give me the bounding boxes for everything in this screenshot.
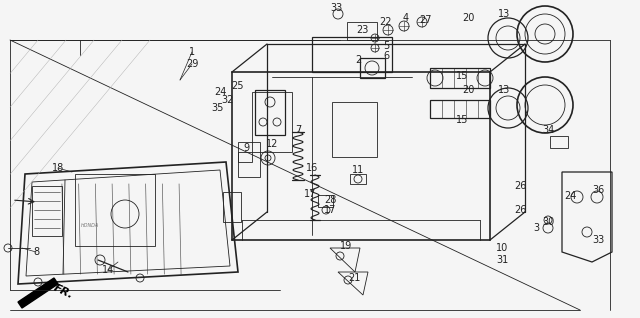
Bar — [75, 174, 155, 246]
Text: 15: 15 — [456, 115, 468, 125]
Text: FR.: FR. — [52, 283, 75, 301]
Bar — [32, 186, 62, 236]
Text: 14: 14 — [102, 265, 114, 275]
Text: 8: 8 — [33, 247, 39, 257]
Text: 24: 24 — [214, 87, 226, 97]
Text: 26: 26 — [514, 205, 526, 215]
Text: 15: 15 — [456, 71, 468, 81]
Text: 24: 24 — [564, 191, 576, 201]
Polygon shape — [18, 278, 58, 308]
Text: 11: 11 — [352, 165, 364, 175]
Bar — [252, 92, 292, 152]
Bar — [347, 22, 377, 40]
Bar — [550, 136, 568, 148]
Bar — [430, 68, 490, 88]
Text: 33: 33 — [592, 235, 604, 245]
Text: 25: 25 — [232, 81, 244, 91]
Text: 13: 13 — [498, 9, 510, 19]
Text: 7: 7 — [295, 125, 301, 135]
Text: 30: 30 — [542, 217, 554, 227]
Text: 32: 32 — [222, 95, 234, 105]
Text: 36: 36 — [592, 185, 604, 195]
Text: 21: 21 — [348, 273, 360, 283]
Text: 22: 22 — [380, 17, 392, 27]
Bar — [238, 152, 252, 162]
Bar — [223, 192, 241, 222]
Text: 18: 18 — [52, 163, 64, 173]
Text: 16: 16 — [306, 163, 318, 173]
Bar — [255, 90, 285, 135]
Bar — [360, 58, 385, 78]
Text: 20: 20 — [462, 13, 474, 23]
Bar — [332, 102, 377, 157]
Text: 35: 35 — [212, 103, 224, 113]
Text: 17: 17 — [304, 189, 316, 199]
Text: 12: 12 — [266, 139, 278, 149]
Text: 19: 19 — [340, 241, 352, 251]
Text: 20: 20 — [462, 85, 474, 95]
Text: 1: 1 — [189, 47, 195, 57]
Text: 34: 34 — [542, 125, 554, 135]
Text: 13: 13 — [498, 85, 510, 95]
Bar — [430, 100, 490, 118]
Text: 2: 2 — [355, 55, 361, 65]
Text: 4: 4 — [403, 13, 409, 23]
Text: 23: 23 — [356, 25, 368, 35]
Text: 27: 27 — [420, 15, 432, 25]
Bar — [238, 142, 260, 177]
Text: HONDA: HONDA — [81, 223, 99, 228]
Text: 29: 29 — [186, 59, 198, 69]
Bar — [318, 195, 333, 207]
Text: 6: 6 — [383, 51, 389, 61]
Bar — [312, 37, 392, 72]
Text: 17: 17 — [324, 205, 336, 215]
Text: 5: 5 — [383, 41, 389, 51]
Bar — [350, 174, 366, 184]
Text: 31: 31 — [496, 255, 508, 265]
Text: 3: 3 — [533, 223, 539, 233]
Text: 33: 33 — [330, 3, 342, 13]
Text: 9: 9 — [243, 143, 249, 153]
Text: 26: 26 — [514, 181, 526, 191]
Text: 28: 28 — [324, 195, 336, 205]
Text: 10: 10 — [496, 243, 508, 253]
